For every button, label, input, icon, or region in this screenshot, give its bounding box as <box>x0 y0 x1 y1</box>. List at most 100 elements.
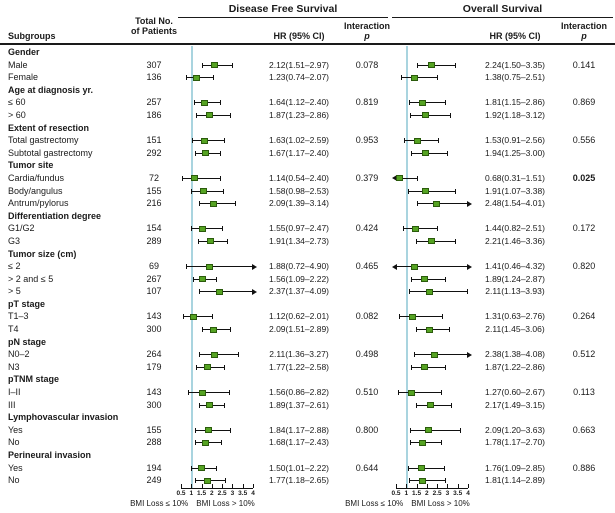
ci-whisker <box>409 114 450 116</box>
dfs-hr-ci-text: 1.67(1.17–2.40) <box>268 147 330 158</box>
dfs-forest-plot-cell <box>175 109 263 122</box>
ci-whisker <box>398 316 443 318</box>
ci-left-cap <box>398 314 400 320</box>
ci-right-cap <box>220 175 222 181</box>
ci-left-cap <box>404 138 406 144</box>
ci-right-cap <box>460 427 462 433</box>
hr-point-marker <box>210 200 218 207</box>
axis-tick <box>426 484 428 488</box>
axis-tick-label: 1 <box>404 490 409 497</box>
subgroup-category-label: Gender <box>8 47 40 57</box>
ci-left-cap <box>410 427 412 433</box>
hr-point-marker <box>418 465 426 472</box>
table-row: Yes 155 1.84(1.17–2.88) 0.800 2.09(1.20–3.63… <box>0 424 615 437</box>
dfs-forest-plot-cell <box>175 197 263 210</box>
os-forest-plot-cell <box>390 185 478 198</box>
ci-right-cap <box>444 465 446 471</box>
ci-right-cap <box>438 138 440 144</box>
category-row: Perineural invasion <box>0 449 615 462</box>
ci-right-cap <box>223 138 225 144</box>
subgroup-label: Cardia/fundus <box>8 172 65 183</box>
ci-whisker <box>194 429 230 431</box>
ci-left-cap <box>409 478 411 484</box>
ci-left-cap <box>416 62 418 68</box>
os-forest-plot-cell <box>390 462 478 475</box>
ci-whisker <box>196 114 230 116</box>
os-forest-plot-cell <box>390 147 478 160</box>
ci-right-cap <box>466 289 468 295</box>
dfs-forest-plot-cell <box>175 172 263 185</box>
axis-tick <box>242 484 244 488</box>
dfs-forest-plot-cell <box>175 134 263 147</box>
os-forest-plot-cell <box>390 399 478 412</box>
dfs-interaction-p: 0.424 <box>355 223 379 234</box>
ci-right-cap <box>437 75 439 81</box>
ci-left-cap <box>188 390 190 396</box>
ci-whisker <box>396 266 468 268</box>
axis-baseline <box>181 488 253 489</box>
subgroup-label: > 2 and ≤ 5 <box>8 273 54 284</box>
dfs-hr-ci-text: 1.88(0.72–4.90) <box>268 261 330 272</box>
ci-right-cap <box>448 327 450 333</box>
rows-container: Gender Male 307 2.12(1.51–2.97) 0.078 2.24(1.… <box>0 46 615 487</box>
subgroup-label: > 60 <box>8 109 26 120</box>
ci-whisker <box>185 266 253 268</box>
hr-point-marker <box>421 188 429 195</box>
ci-left-cap <box>190 226 192 232</box>
axis-tick <box>416 484 418 488</box>
axis-tick <box>211 484 213 488</box>
os-hr-ci-text: 1.78(1.17–2.70) <box>484 437 546 448</box>
dfs-interaction-p: 0.644 <box>355 462 379 473</box>
subgroup-label: ≤ 60 <box>8 97 26 108</box>
ci-left-cap <box>195 364 197 370</box>
patient-count: 267 <box>146 273 162 284</box>
hr-point-marker <box>192 74 200 81</box>
table-row: > 2 and ≤ 5 267 1.56(1.09–2.22) 1.89(1.24–2… <box>0 273 615 286</box>
ci-left-cap <box>201 62 203 68</box>
dfs-forest-plot-cell <box>175 474 263 487</box>
patient-count: 216 <box>146 198 162 209</box>
os-hr-ci-text: 1.76(1.09–2.85) <box>484 462 546 473</box>
dfs-forest-plot-cell <box>175 323 263 336</box>
hr-point-marker <box>206 238 214 245</box>
table-row: Cardia/fundus 72 1.14(0.54–2.40) 0.379 0.68(… <box>0 172 615 185</box>
ci-right-cap <box>230 327 232 333</box>
ci-right-cap <box>447 150 449 156</box>
ci-whisker <box>198 354 238 356</box>
axis-tick-label: 2.5 <box>432 490 442 497</box>
os-interaction-p: 0.663 <box>572 424 596 435</box>
ci-right-cap <box>221 226 223 232</box>
dfs-forest-plot-cell <box>175 235 263 248</box>
table-row: ≤ 2 69 1.88(0.72–4.90) 0.465 1.41(0.46–4.32)… <box>0 260 615 273</box>
dfs-reference-line <box>191 46 193 489</box>
ci-whisker <box>191 140 224 142</box>
subgroup-category-label: Age at diagnosis yr. <box>8 84 94 95</box>
os-axis: 0.5 1 1.5 2 2.5 3 3.5 4 BMI Loss ≤ 10% BMI Loss >… <box>345 482 478 512</box>
axis-tick <box>437 484 439 488</box>
os-interaction-p: 0.141 <box>572 59 596 70</box>
ci-right-cap <box>229 427 231 433</box>
axis-tick <box>191 484 193 488</box>
ci-left-cap <box>185 75 187 81</box>
ci-whisker <box>198 291 253 293</box>
dfs-hr-column-header: HR (95% CI) <box>273 31 325 41</box>
os-forest-plot-cell <box>390 361 478 374</box>
subgroup-label: Female <box>8 72 39 83</box>
patient-count: 249 <box>146 475 162 486</box>
ci-right-arrow-icon <box>252 263 257 270</box>
subgroup-label: Total gastrectomy <box>8 135 79 146</box>
os-interaction-p: 0.025 <box>572 172 596 183</box>
ci-left-cap <box>417 201 419 207</box>
ci-left-cap <box>408 289 410 295</box>
subgroup-label: G3 <box>8 235 21 246</box>
hr-point-marker <box>199 225 207 232</box>
subgroup-category-label: pTNM stage <box>8 374 60 385</box>
os-reference-line <box>406 46 408 489</box>
ci-whisker <box>416 64 455 66</box>
ci-right-arrow-icon <box>467 200 472 207</box>
ci-right-cap <box>212 314 214 320</box>
os-hr-ci-text: 1.81(1.15–2.86) <box>484 97 546 108</box>
os-hr-ci-text: 1.27(0.60–2.67) <box>484 387 546 398</box>
os-hr-ci-text: 1.89(1.24–2.87) <box>484 273 546 284</box>
ci-left-cap <box>196 112 198 118</box>
